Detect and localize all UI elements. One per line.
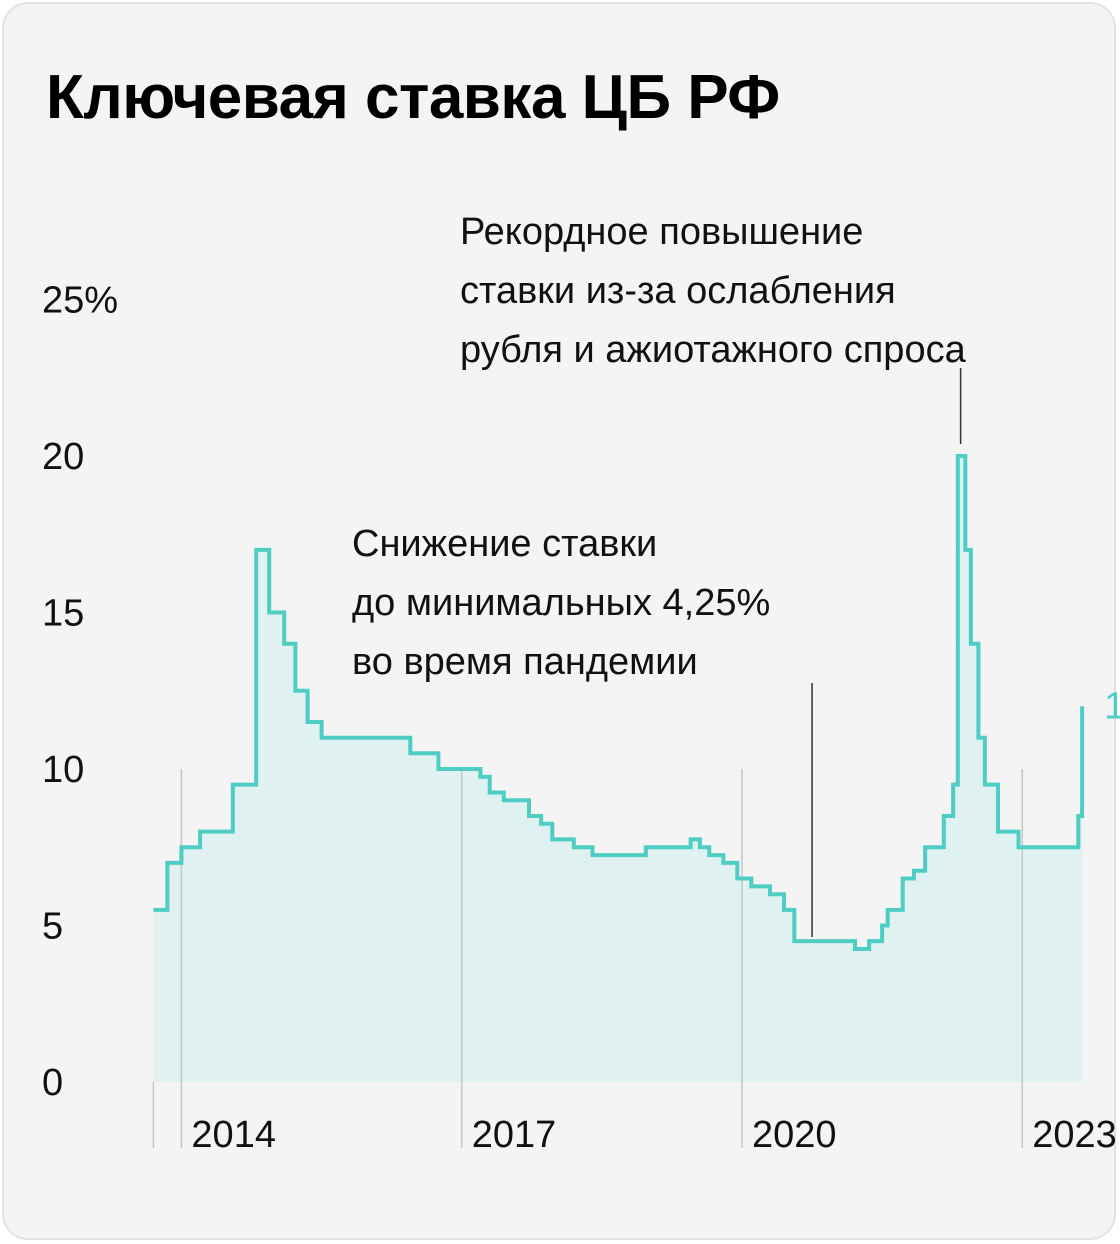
x-tick-label-2014: 2014: [191, 1114, 276, 1156]
series-area: [153, 456, 1083, 1082]
series-line: [153, 454, 1085, 951]
last-value-label: 12: [1104, 685, 1120, 727]
x-tick-label-2017: 2017: [472, 1114, 557, 1156]
y-tick-label-15: 15: [42, 593, 84, 635]
y-tick-label-0: 0: [42, 1062, 63, 1104]
annotation-1-line-2: ставки из-за ослабления: [460, 270, 896, 312]
annotation-2-line-1: Снижение ставки: [352, 523, 657, 565]
annotation-2-line-3: во время пандемии: [352, 641, 698, 683]
annotation-1-line-3: рубля и ажиотажного спроса: [460, 329, 967, 371]
chart-title: Ключевая ставка ЦБ РФ: [46, 63, 780, 132]
y-tick-label-5: 5: [42, 906, 63, 948]
annotation-2-line-2: до минимальных 4,25%: [352, 582, 770, 624]
y-tick-label-25: 25%: [42, 280, 118, 322]
x-tick-label-2020: 2020: [752, 1114, 837, 1156]
x-tick-label-2023: 2023: [1032, 1114, 1117, 1156]
y-tick-label-10: 10: [42, 749, 84, 791]
annotation-1-line-1: Рекордное повышение: [460, 211, 863, 253]
y-tick-label-20: 20: [42, 436, 84, 478]
